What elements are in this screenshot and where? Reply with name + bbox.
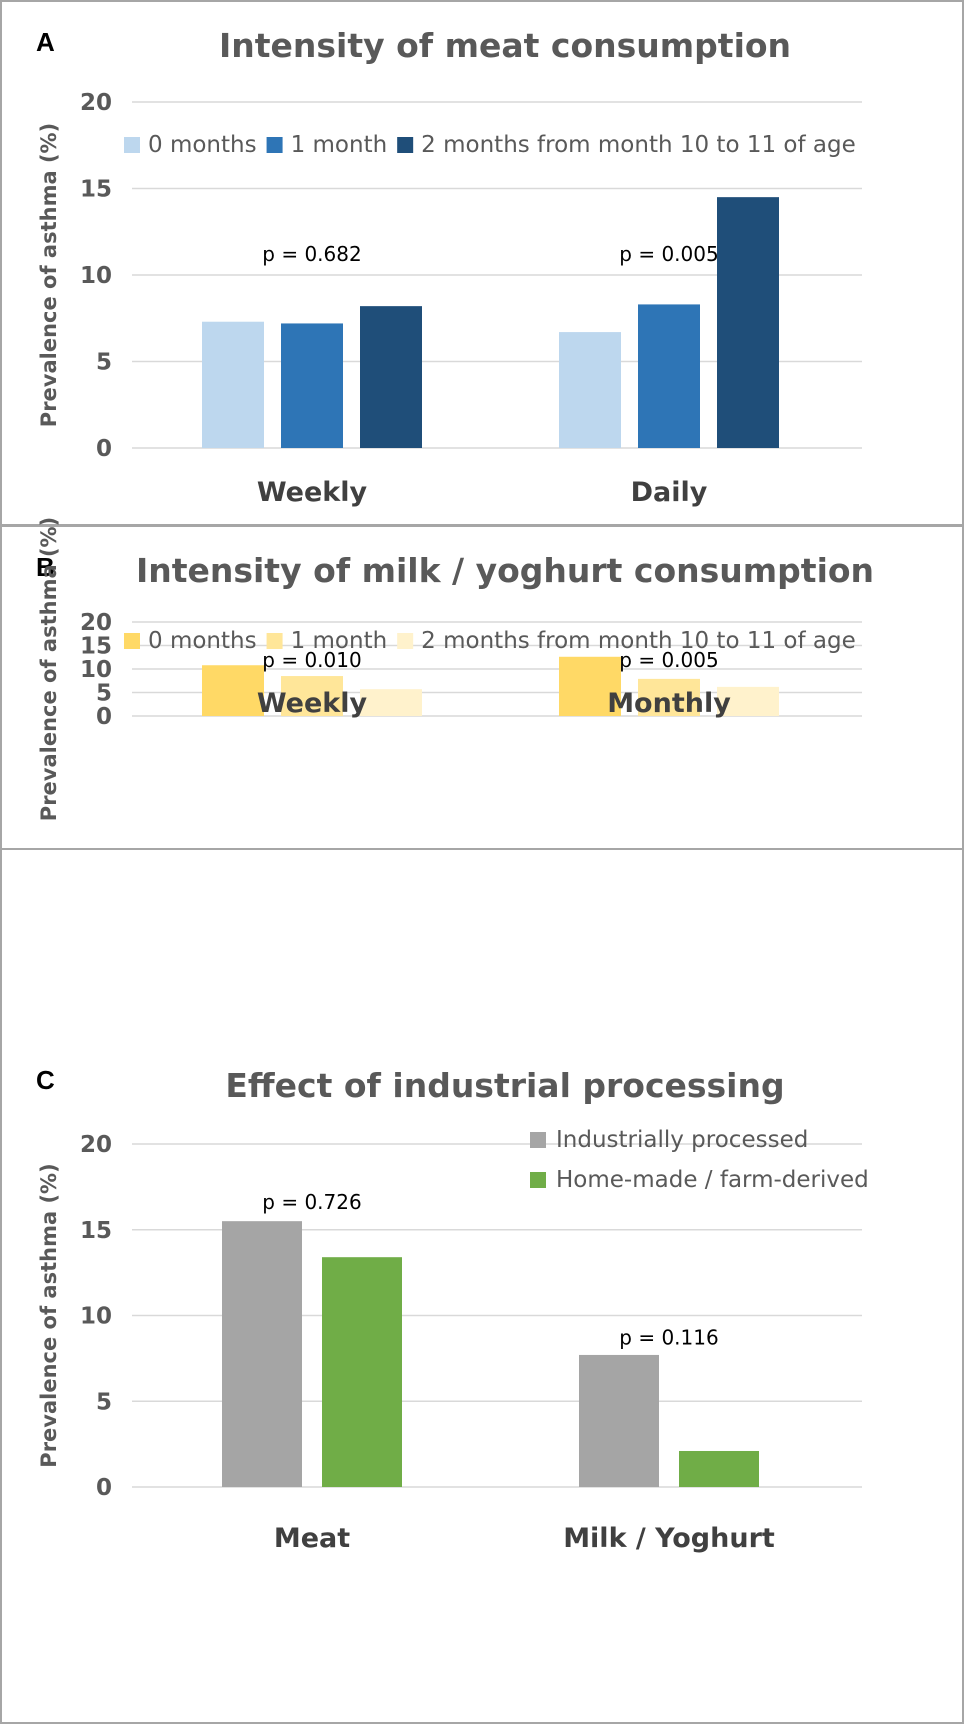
chart-title: Intensity of meat consumption [219,26,791,65]
bar [281,323,343,448]
bar [202,665,264,716]
legend-swatch [530,1172,546,1188]
bar [222,1221,302,1487]
bar [559,332,621,448]
legend-label: Industrially processed [556,1127,808,1153]
panel-letter: C [36,1065,55,1095]
p-value-annotation: p = 0.726 [262,1190,361,1214]
legend-label: 1 month [291,628,388,654]
bar [638,304,700,448]
legend-swatch [124,137,140,153]
y-tick-label: 10 [80,263,112,289]
panel-letter: A [36,27,55,57]
y-axis-label: Prevalence of asthma (%) [37,517,61,821]
legend-label: 2 months from month 10 to 11 of age [421,132,856,158]
y-tick-label: 20 [80,90,112,116]
p-value-annotation: p = 0.116 [619,1326,718,1350]
y-tick-label: 0 [96,1475,112,1501]
p-value-annotation: p = 0.005 [619,242,718,266]
bar [638,678,700,716]
bar [202,321,264,448]
legend-swatch [397,633,414,649]
panel-frame [0,848,964,1724]
legend-swatch [266,633,283,649]
legend-label: 0 months [148,132,257,158]
y-tick-label: 10 [80,657,112,683]
x-tick-label: Weekly [257,477,368,508]
legend: Industrially processed Home-made / farm-d… [530,1127,869,1193]
bar [579,1354,659,1487]
legend-label: 0 months [148,628,257,654]
bar [717,686,779,716]
panel-frame [0,0,964,526]
y-tick-label: 20 [80,1132,112,1158]
legend-swatch [266,137,283,153]
bar [717,197,779,448]
legend-swatch [397,137,414,153]
y-tick-label: 15 [80,177,112,203]
panel-a: A Intensity of meat consumption 0 5 10 15 20 Pr… [0,0,964,526]
y-tick-label: 15 [80,634,112,660]
x-tick-label: Daily [631,477,708,508]
p-value-annotation: p = 0.682 [262,242,361,266]
y-tick-label: 5 [96,350,112,376]
panel-c: C Effect of industrial processing 0 5 10 15 20… [0,848,964,1724]
panel-b: B Intensity of milk / yoghurt consumption… [0,517,964,851]
legend-swatch [530,1132,546,1148]
y-axis-label: Prevalence of asthma (%) [37,123,61,427]
bar [322,1257,402,1487]
legend: 0 months 1 month 2 months from month 10 to… [124,132,856,158]
x-tick-label: Weekly [257,688,368,719]
legend-swatch [124,633,140,649]
legend-label: Home-made / farm-derived [556,1167,869,1193]
bar [360,306,422,448]
bar [679,1450,759,1487]
x-tick-label: Milk / Yoghurt [563,1523,775,1554]
legend-label: 1 month [291,132,388,158]
y-tick-label: 5 [96,1389,112,1415]
x-tick-label: Monthly [607,688,731,719]
y-tick-label: 10 [80,1304,112,1330]
y-tick-label: 0 [96,436,112,462]
bar [281,676,343,716]
y-tick-label: 15 [80,1218,112,1244]
y-axis-label: Prevalence of asthma (%) [37,1163,61,1467]
legend: 0 months 1 month 2 months from month 10 to… [124,628,856,654]
p-value-annotation: p = 0.005 [619,648,718,672]
panel-frame [0,525,964,851]
bar [559,656,621,716]
panel-letter: B [36,552,55,582]
y-tick-label: 0 [96,704,112,730]
bar [360,689,422,716]
y-tick-label: 20 [80,610,112,636]
p-value-annotation: p = 0.010 [262,648,361,672]
legend-label: 2 months from month 10 to 11 of age [421,628,856,654]
x-tick-label: Meat [274,1523,350,1554]
y-tick-label: 5 [96,681,112,707]
chart-title: Intensity of milk / yoghurt consumption [136,551,874,590]
chart-title: Effect of industrial processing [225,1066,784,1105]
